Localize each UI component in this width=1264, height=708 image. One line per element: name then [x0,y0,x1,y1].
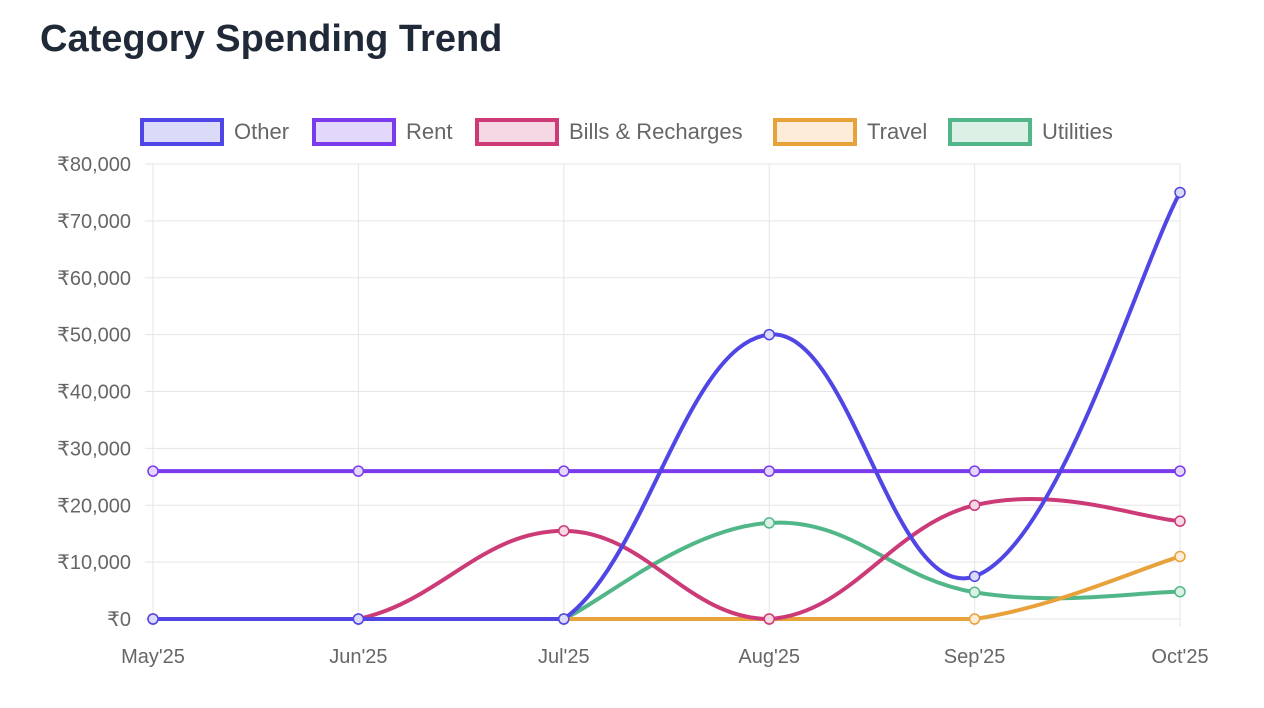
data-point [968,465,981,477]
data-point [1174,465,1186,477]
x-tick-label: Jun'25 [329,646,387,668]
x-tick-label: Jul'25 [538,646,590,668]
y-tick-label: ₹20,000 [57,495,131,517]
data-point [352,613,365,625]
y-tick-label: ₹70,000 [57,211,131,233]
y-tick-label: ₹80,000 [57,154,131,176]
y-tick-label: ₹30,000 [57,438,131,460]
x-tick-label: Aug'25 [738,646,800,668]
y-tick-label: ₹50,000 [57,325,131,347]
data-point [558,465,570,477]
chart-title: Category Spending Trend [40,18,503,60]
data-point [1174,515,1186,527]
legend-swatch [475,118,559,146]
data-point [147,465,159,477]
legend-label: Rent [406,119,452,144]
data-point [763,328,775,341]
data-point [1174,550,1186,563]
data-point [147,613,159,625]
series-line [563,554,1181,622]
data-point [558,613,570,625]
series-line [562,520,1181,621]
data-point [763,465,775,477]
legend-swatch [140,118,224,146]
y-tick-label: ₹0 [107,609,131,631]
legend-swatch [312,118,396,146]
data-point [763,517,775,529]
data-point [968,586,981,599]
legend-label: Utilities [1042,119,1113,144]
y-tick-label: ₹60,000 [57,268,131,290]
x-tick-label: May'25 [121,646,185,668]
data-point [1174,186,1186,199]
x-tick-label: Sep'25 [944,646,1006,668]
data-point [352,465,365,477]
x-tick-label: Oct'25 [1151,646,1208,668]
legend-swatch [773,118,857,146]
data-point [558,525,570,537]
y-tick-label: ₹10,000 [57,552,131,574]
data-point [968,613,981,625]
legend-label: Travel [867,119,927,144]
legend-swatch [948,118,1032,146]
data-point [968,570,981,583]
data-point [763,613,775,625]
legend-label: Bills & Recharges [569,119,743,144]
data-point [1174,585,1186,598]
y-tick-label: ₹40,000 [57,382,131,404]
data-point [968,499,981,511]
legend-label: Other [234,119,289,144]
